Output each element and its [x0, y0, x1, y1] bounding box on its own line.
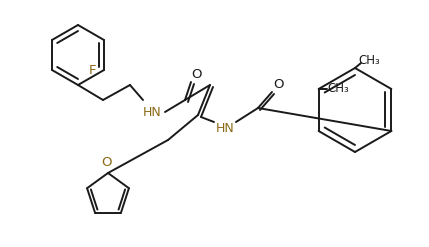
Text: O: O	[102, 157, 112, 169]
Text: CH₃: CH₃	[328, 82, 350, 96]
Text: O: O	[191, 68, 201, 82]
Text: CH₃: CH₃	[358, 54, 380, 66]
Text: HN: HN	[142, 105, 161, 119]
Text: HN: HN	[216, 122, 234, 135]
Text: O: O	[274, 79, 284, 91]
Text: F: F	[89, 63, 97, 77]
